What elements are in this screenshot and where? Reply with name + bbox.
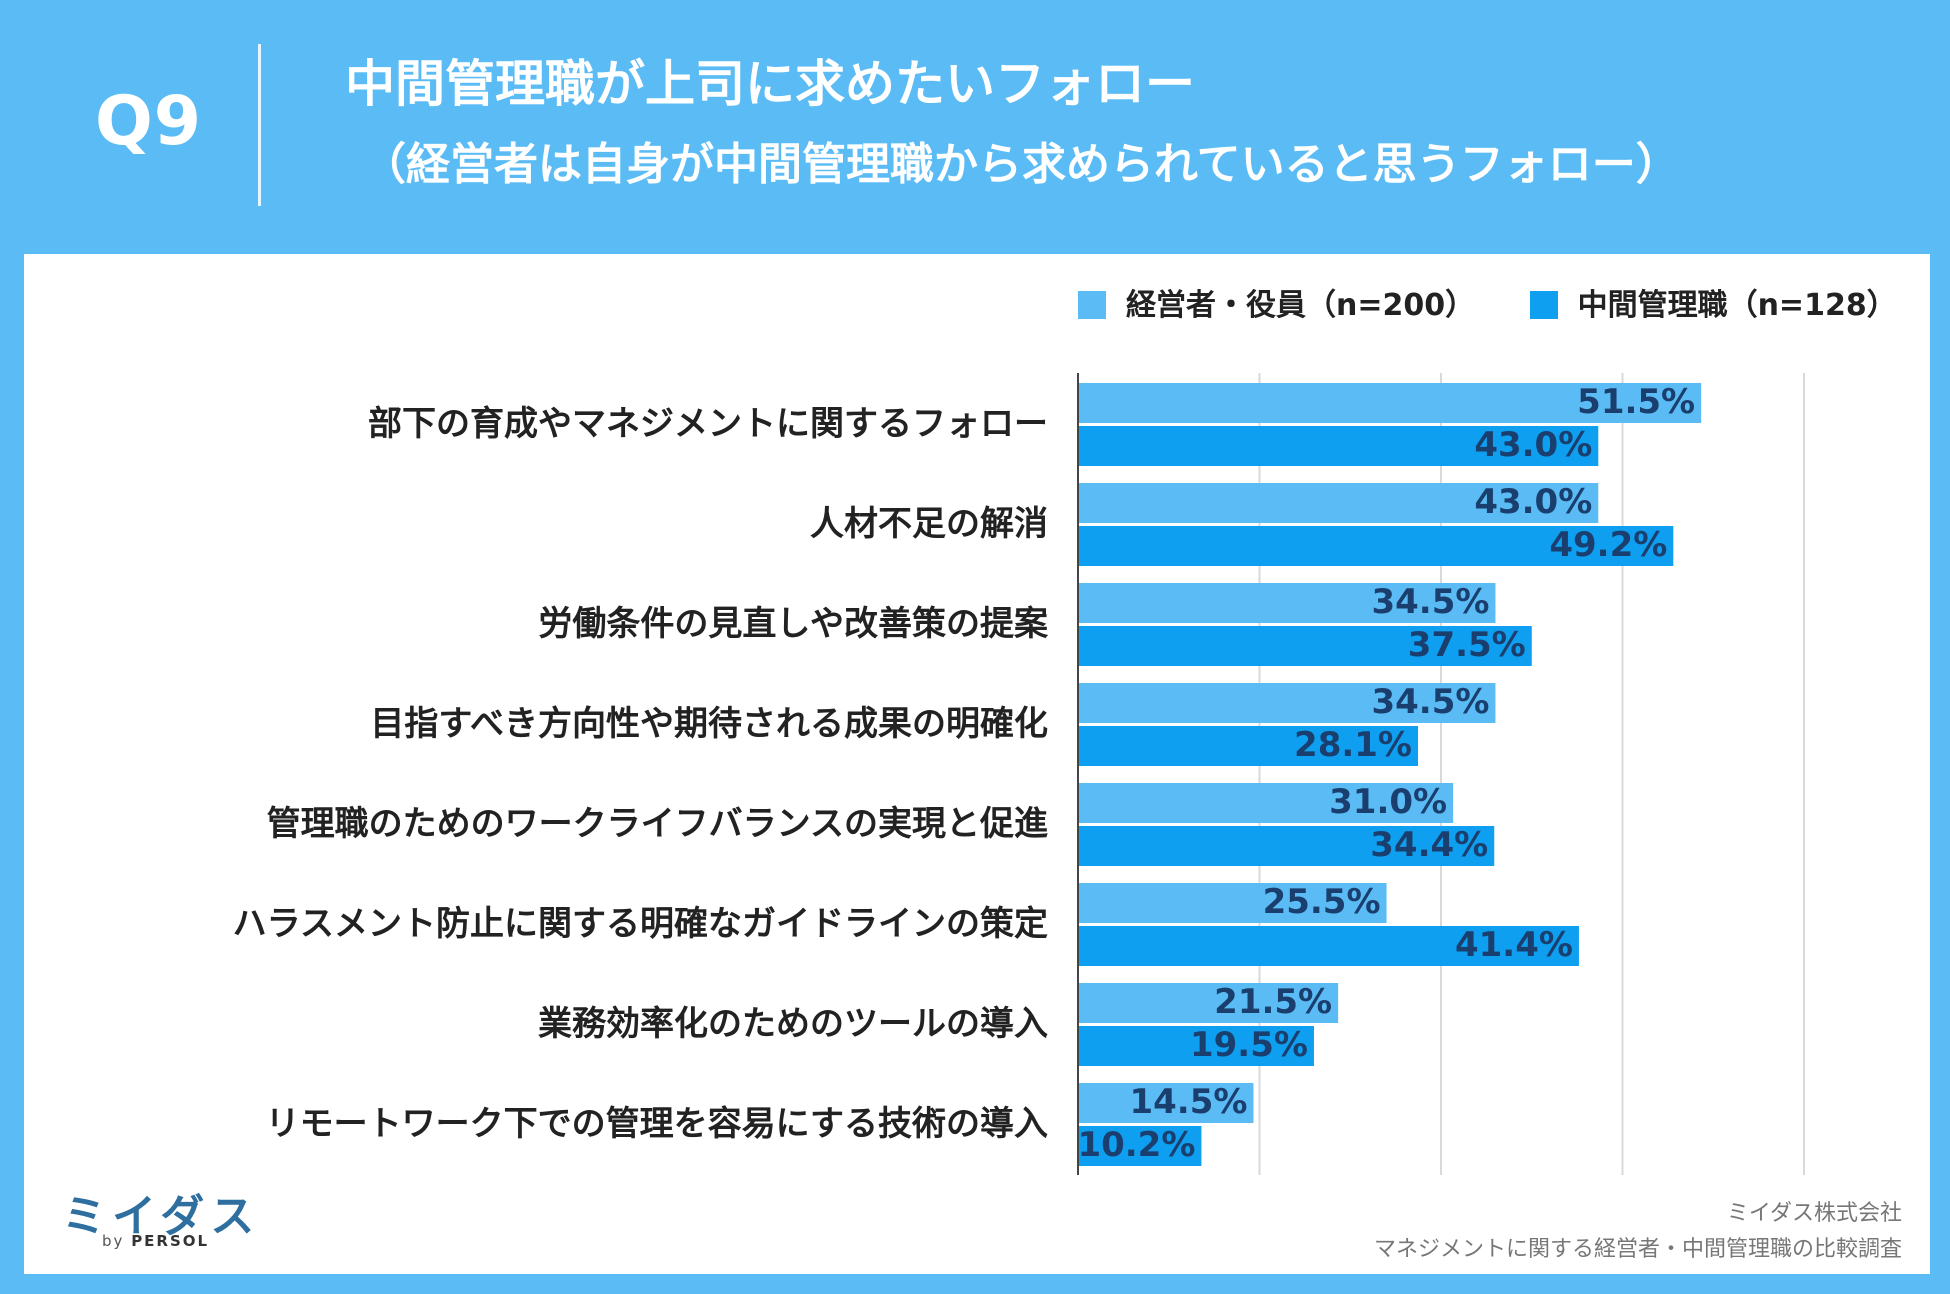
- legend-item-middle-managers: 中間管理職（n=128）: [1529, 280, 1897, 324]
- legend-swatch-executives: [1078, 291, 1106, 319]
- category-label: ハラスメント防止に関する明確なガイドラインの策定: [233, 904, 1048, 944]
- category-label: 労働条件の見直しや改善策の提案: [538, 604, 1049, 644]
- data-label: 37.5%: [1408, 625, 1526, 665]
- legend-swatch-middle-managers: [1529, 291, 1558, 319]
- brand-byline: by PERSOL: [102, 1232, 209, 1250]
- category-label: 管理職のためのワークライフバランスの実現と促進: [267, 804, 1048, 844]
- data-label: 25.5%: [1263, 882, 1381, 922]
- data-label: 34.4%: [1370, 825, 1488, 865]
- category-label: 業務効率化のためのツールの導入: [538, 1004, 1048, 1044]
- category-label: 人材不足の解消: [810, 504, 1048, 544]
- data-label: 31.0%: [1329, 782, 1447, 822]
- bar-middle-managers: [1078, 1126, 1202, 1166]
- data-label: 14.5%: [1129, 1082, 1247, 1122]
- chart-panel: [24, 254, 1930, 1274]
- survey-credit: マネジメントに関する経営者・中間管理職の比較調査: [1373, 1237, 1902, 1262]
- data-label: 43.0%: [1474, 425, 1592, 465]
- brand-by-text: by: [102, 1232, 125, 1250]
- data-label: 21.5%: [1214, 982, 1332, 1022]
- data-label: 28.1%: [1294, 725, 1412, 765]
- bar-executives: [1078, 483, 1599, 523]
- bar-executives: [1078, 883, 1387, 923]
- legend-label-middle-managers: 中間管理職（n=128）: [1577, 288, 1897, 323]
- bar-executives: [1078, 783, 1454, 823]
- brand-logo: ミイダス by PERSOL: [62, 1180, 261, 1250]
- bar-middle-managers: [1078, 726, 1419, 766]
- data-label: 41.4%: [1455, 925, 1573, 965]
- bar-executives: [1078, 683, 1496, 723]
- header: Q9 中間管理職が上司に求めたいフォロー （経営者は自身が中間管理職から求められ…: [0, 0, 1950, 250]
- data-label: 43.0%: [1474, 482, 1592, 522]
- legend: 経営者・役員（n=200） 中間管理職（n=128）: [1078, 280, 1897, 324]
- bar-executives: [1078, 983, 1339, 1023]
- bar-executives: [1078, 583, 1496, 623]
- header-divider: [258, 44, 261, 206]
- data-label: 51.5%: [1577, 382, 1695, 422]
- bar-executives: [1078, 383, 1702, 423]
- bar-executives: [1078, 1083, 1254, 1123]
- bar-middle-managers: [1078, 826, 1495, 866]
- question-number: Q9: [95, 82, 203, 161]
- category-label: 目指すべき方向性や期待される成果の明確化: [370, 704, 1048, 744]
- category-label: 部下の育成やマネジメントに関するフォロー: [368, 404, 1048, 444]
- data-label: 34.5%: [1371, 582, 1489, 622]
- data-label: 19.5%: [1190, 1025, 1308, 1065]
- bar-middle-managers: [1078, 526, 1674, 566]
- bar-middle-managers: [1078, 626, 1532, 666]
- chart-subtitle: （経営者は自身が中間管理職から求められていると思うフォロー）: [362, 139, 1680, 190]
- bar-middle-managers: [1078, 926, 1579, 966]
- legend-item-executives: 経営者・役員（n=200）: [1078, 280, 1475, 324]
- brand-name: ミイダス: [62, 1191, 261, 1242]
- category-label: リモートワーク下での管理を容易にする技術の導入: [266, 1104, 1048, 1144]
- legend-label-executives: 経営者・役員（n=200）: [1126, 288, 1476, 323]
- persol-text: PERSOL: [131, 1232, 210, 1250]
- data-label: 34.5%: [1371, 682, 1489, 722]
- chart-title: 中間管理職が上司に求めたいフォロー: [345, 55, 1195, 113]
- bar-middle-managers: [1078, 426, 1599, 466]
- data-label: 49.2%: [1549, 525, 1667, 565]
- company-credit: ミイダス株式会社: [1726, 1201, 1902, 1226]
- bar-middle-managers: [1078, 1026, 1314, 1066]
- data-label: 10.2%: [1077, 1125, 1195, 1165]
